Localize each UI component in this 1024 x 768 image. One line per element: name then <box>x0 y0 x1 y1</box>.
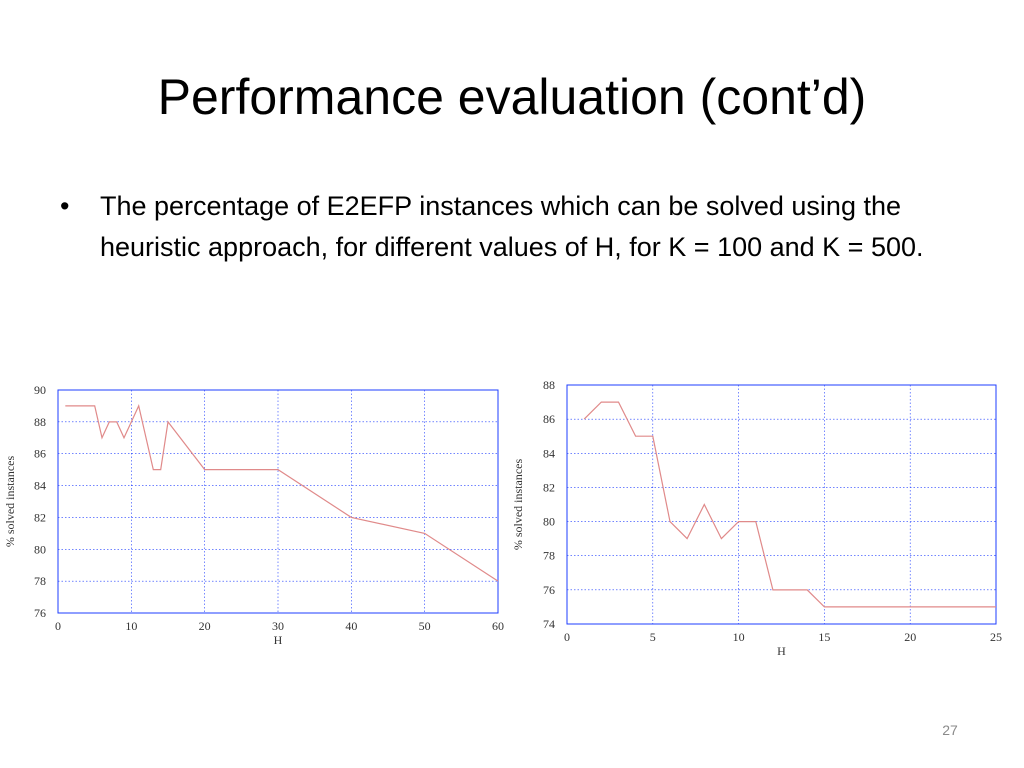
x-tick-label: 40 <box>345 619 357 633</box>
y-tick-label: 76 <box>543 583 555 597</box>
series-line <box>583 401 996 608</box>
y-tick-label: 86 <box>34 447 46 461</box>
x-tick-label: 15 <box>818 630 830 644</box>
y-tick-label: 78 <box>34 574 46 588</box>
bullet-marker: • <box>60 191 70 221</box>
y-tick-label: 84 <box>34 479 46 493</box>
slide-number: 27 <box>942 722 958 738</box>
x-tick-label: 30 <box>272 619 284 633</box>
x-tick-label: 0 <box>55 619 61 633</box>
x-axis-label: H <box>777 644 786 658</box>
y-tick-label: 74 <box>543 617 555 631</box>
chart-k100: 76 78 80 82 84 86 88 90 0 10 20 30 40 50 60 H % solved i… <box>3 383 504 647</box>
y-tick-label: 82 <box>543 480 555 494</box>
x-tick-label: 25 <box>990 630 1002 644</box>
x-tick-label: 60 <box>492 619 504 633</box>
series-line <box>65 404 499 582</box>
x-tick-label: 20 <box>199 619 211 633</box>
plot-frame <box>57 389 499 614</box>
x-tick-label: 20 <box>904 630 916 644</box>
chart-k500: 74 76 78 80 82 84 86 88 0 5 10 15 20 25 H % solved inst… <box>511 378 1002 658</box>
y-tick-label: 80 <box>34 542 46 556</box>
y-tick-label: 80 <box>543 515 555 529</box>
x-tick-label: 10 <box>125 619 137 633</box>
y-tick-label: 88 <box>543 378 555 392</box>
y-tick-label: 78 <box>543 549 555 563</box>
x-tick-label: 50 <box>419 619 431 633</box>
bullet-text: The percentage of E2EFP instances which … <box>100 191 924 262</box>
x-axis-label: H <box>274 633 283 647</box>
y-axis-label: % solved instances <box>3 456 17 548</box>
y-tick-label: 82 <box>34 510 46 524</box>
y-tick-label: 90 <box>34 383 46 397</box>
y-tick-label: 88 <box>34 415 46 429</box>
y-tick-label: 86 <box>543 412 555 426</box>
slide-title: Performance evaluation (cont’d) <box>157 69 867 125</box>
x-tick-label: 0 <box>564 630 570 644</box>
x-tick-label: 10 <box>733 630 745 644</box>
y-tick-label: 84 <box>543 446 555 460</box>
plot-frame <box>566 384 997 625</box>
x-tick-label: 5 <box>650 630 656 644</box>
y-axis-label: % solved instances <box>511 459 525 551</box>
y-tick-label: 76 <box>34 606 46 620</box>
bullet-item: • The percentage of E2EFP instances whic… <box>60 186 960 268</box>
